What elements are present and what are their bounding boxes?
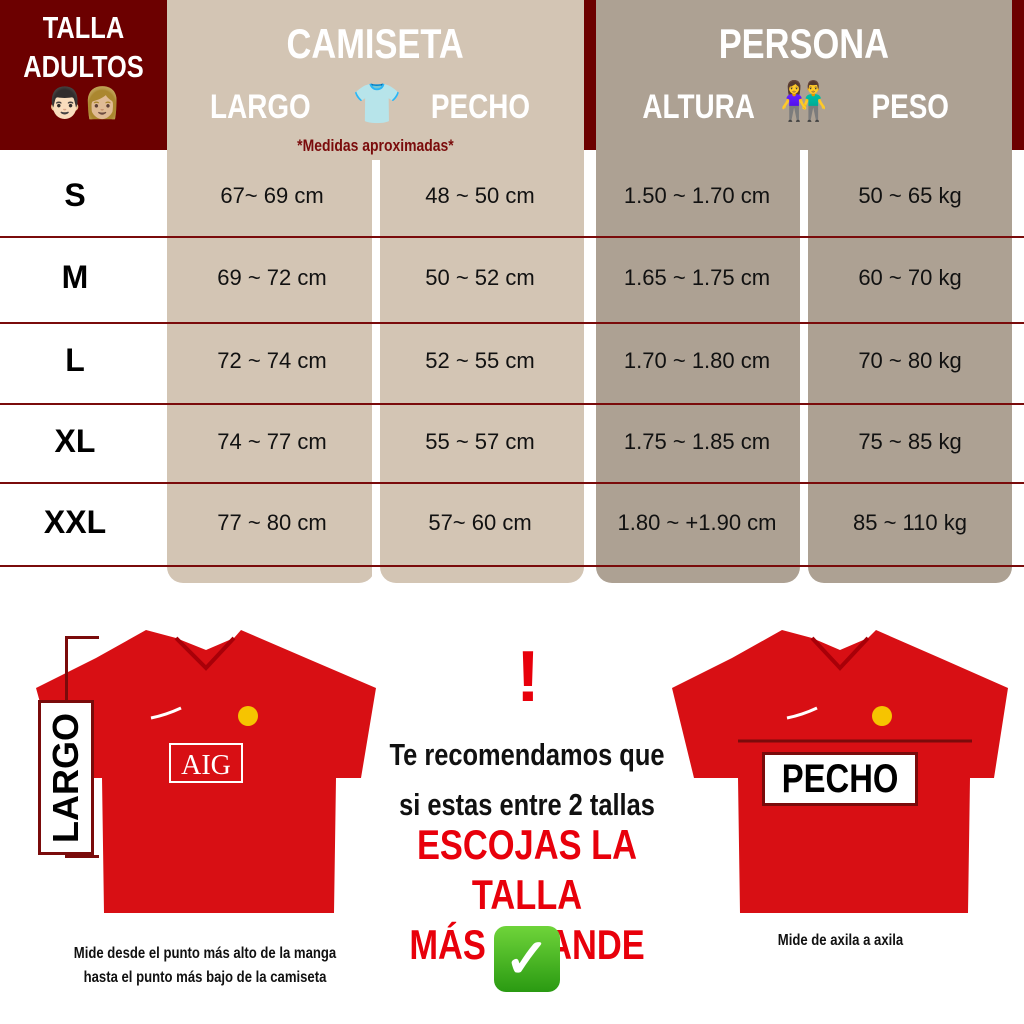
column-separator: [800, 160, 808, 580]
altura-header: ALTURA: [642, 88, 755, 126]
cell-altura: 1.50 ~ 1.70 cm: [623, 183, 771, 208]
largo-label-box: LARGO: [38, 700, 94, 855]
cell-pecho: 57~ 60 cm: [428, 510, 532, 535]
person-header-bg: [596, 0, 1012, 150]
pecho-header: PECHO: [430, 88, 530, 126]
size-label: XL: [54, 423, 96, 459]
size-label: XXL: [43, 504, 107, 540]
pecho-caption: Mide de axila a axila: [777, 932, 903, 949]
exclamation-icon: !: [516, 637, 540, 717]
shirt-icon: 👕: [352, 82, 402, 126]
size-label: M: [61, 259, 89, 295]
cell-pecho: 48 ~ 50 cm: [425, 183, 535, 208]
cell-pecho: 52 ~ 55 cm: [425, 348, 535, 373]
row-divider: [0, 403, 1024, 405]
cell-largo: 77 ~ 80 cm: [217, 510, 327, 535]
cell-largo: 74 ~ 77 cm: [217, 429, 327, 454]
cell-largo: 69 ~ 72 cm: [217, 265, 327, 290]
divider-strip: [584, 0, 596, 150]
cell-peso: 85 ~ 110 kg: [853, 510, 967, 535]
recommendation-text: Te recomendamos que si estas entre 2 tal…: [389, 737, 665, 822]
cell-largo: 72 ~ 74 cm: [217, 348, 327, 373]
size-label: S: [64, 177, 86, 213]
size-title-line2: ADULTOS: [23, 49, 144, 84]
size-title-box: TALLA ADULTOS 👨🏻👩🏼: [0, 0, 167, 150]
right-strip: [1012, 0, 1024, 150]
cell-pecho: 55 ~ 57 cm: [425, 429, 535, 454]
people-emoji-icon: 👨🏻👩🏼: [46, 87, 121, 120]
cell-altura: 1.75 ~ 1.85 cm: [623, 429, 771, 454]
cell-altura: 1.80 ~ +1.90 cm: [617, 510, 777, 535]
cell-altura: 1.65 ~ 1.75 cm: [623, 265, 771, 290]
shirt-largo-image: AIG: [36, 630, 376, 913]
cell-peso: 75 ~ 85 kg: [858, 429, 962, 454]
cell-peso: 70 ~ 80 kg: [858, 348, 962, 373]
cell-peso: 50 ~ 65 kg: [858, 183, 962, 208]
row-divider: [0, 482, 1024, 484]
size-title-line1: TALLA: [42, 10, 125, 45]
row-divider: [0, 565, 1024, 567]
shirt-title: CAMISETA: [286, 20, 465, 67]
pecho-label: PECHO: [781, 757, 899, 801]
largo-caption: Mide desde el punto más alto de la manga…: [73, 945, 337, 986]
column-separator: [372, 160, 380, 580]
pecho-label-box: PECHO: [762, 752, 918, 806]
size-label: L: [65, 342, 85, 378]
cell-peso: 60 ~ 70 kg: [858, 265, 962, 290]
row-divider: [0, 236, 1024, 238]
largo-label: LARGO: [45, 712, 86, 843]
person-title: PERSONA: [718, 20, 890, 67]
approx-note: *Medidas aproximadas*: [297, 136, 454, 155]
largo-header: LARGO: [209, 88, 311, 126]
cell-pecho: 50 ~ 52 cm: [425, 265, 535, 290]
sponsor-text: AIG: [181, 750, 231, 781]
couple-icon: 👫: [780, 81, 828, 123]
check-icon: ✓: [494, 926, 560, 992]
cell-altura: 1.70 ~ 1.80 cm: [623, 348, 771, 373]
shirt-header-bg: [167, 0, 584, 160]
peso-header: PESO: [871, 88, 949, 126]
row-divider: [0, 322, 1024, 324]
cell-largo: 67~ 69 cm: [220, 183, 324, 208]
